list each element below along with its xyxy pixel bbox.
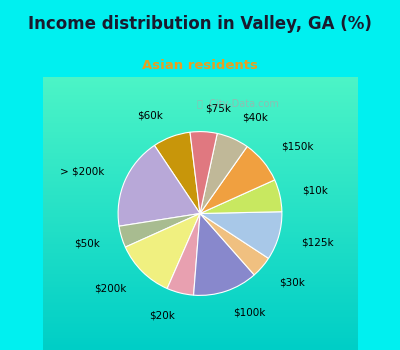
- Wedge shape: [194, 214, 254, 295]
- Text: Asian residents: Asian residents: [142, 59, 258, 72]
- Wedge shape: [200, 147, 275, 214]
- Wedge shape: [200, 212, 282, 258]
- Text: $10k: $10k: [302, 186, 328, 195]
- Wedge shape: [200, 180, 282, 214]
- Wedge shape: [118, 146, 200, 226]
- Text: ⓘ  City-Data.com: ⓘ City-Data.com: [197, 99, 279, 109]
- Text: $50k: $50k: [74, 238, 100, 248]
- Text: $200k: $200k: [94, 283, 126, 293]
- Text: $125k: $125k: [301, 237, 334, 247]
- Text: $150k: $150k: [281, 142, 313, 152]
- Wedge shape: [125, 214, 200, 288]
- Text: $20k: $20k: [149, 310, 174, 320]
- Text: $60k: $60k: [138, 110, 164, 120]
- Wedge shape: [200, 214, 268, 275]
- Text: $75k: $75k: [205, 104, 231, 114]
- Wedge shape: [190, 132, 217, 214]
- Text: $30k: $30k: [279, 277, 305, 287]
- Text: Income distribution in Valley, GA (%): Income distribution in Valley, GA (%): [28, 14, 372, 33]
- Wedge shape: [154, 132, 200, 214]
- Text: $100k: $100k: [233, 308, 266, 318]
- Wedge shape: [167, 214, 200, 295]
- Wedge shape: [119, 214, 200, 247]
- Text: > $200k: > $200k: [60, 167, 104, 176]
- Wedge shape: [200, 133, 247, 214]
- Text: $40k: $40k: [242, 112, 268, 122]
